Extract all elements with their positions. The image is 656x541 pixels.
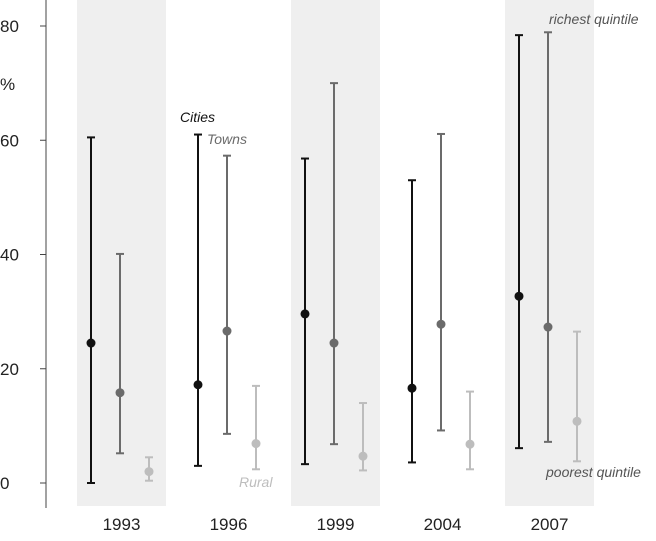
cities-1999-point <box>300 309 310 319</box>
rural-annotation: Rural <box>239 474 273 490</box>
cities-1993-point <box>86 338 96 348</box>
x-tick-label: 2007 <box>531 515 569 534</box>
x-tick-label: 1993 <box>103 515 141 534</box>
y-tick-label: 0 <box>0 474 9 493</box>
towns-1996-point <box>222 326 232 336</box>
cities-2004-point <box>407 383 417 393</box>
y-axis: % 0 20 40 60 80 <box>0 0 47 508</box>
error-bars <box>86 31 582 484</box>
rural-1999-point <box>358 451 368 461</box>
rural-1996-point <box>251 439 261 449</box>
y-tick-label: 20 <box>0 360 19 379</box>
towns-2007-point <box>543 322 553 332</box>
x-tick-label: 1999 <box>317 515 355 534</box>
y-tick-label: 80 <box>0 17 19 36</box>
rural-2004-point <box>465 439 475 449</box>
x-tick-label: 1996 <box>210 515 248 534</box>
cities-annotation: Cities <box>180 109 215 125</box>
poorest-quintile-annotation: poorest quintile <box>545 464 641 480</box>
x-axis: 1993 1996 1999 2004 2007 <box>103 515 569 534</box>
cities-2007-point <box>514 291 524 301</box>
y-tick-label: 60 <box>0 131 19 150</box>
towns-annotation: Towns <box>207 131 247 147</box>
towns-2004-point <box>436 319 446 329</box>
richest-quintile-annotation: richest quintile <box>549 11 639 27</box>
towns-1993-point <box>115 388 125 398</box>
y-tick-label: 40 <box>0 246 19 265</box>
cities-1996-point <box>193 380 203 390</box>
y-unit-label: % <box>0 75 15 94</box>
rural-2007-point <box>572 416 582 426</box>
x-tick-label: 2004 <box>424 515 462 534</box>
annotations: Cities Towns Rural richest quintile poor… <box>180 11 641 490</box>
towns-1999-point <box>329 338 339 348</box>
shaded-bands <box>77 0 594 506</box>
rural-1993-point <box>144 467 154 477</box>
